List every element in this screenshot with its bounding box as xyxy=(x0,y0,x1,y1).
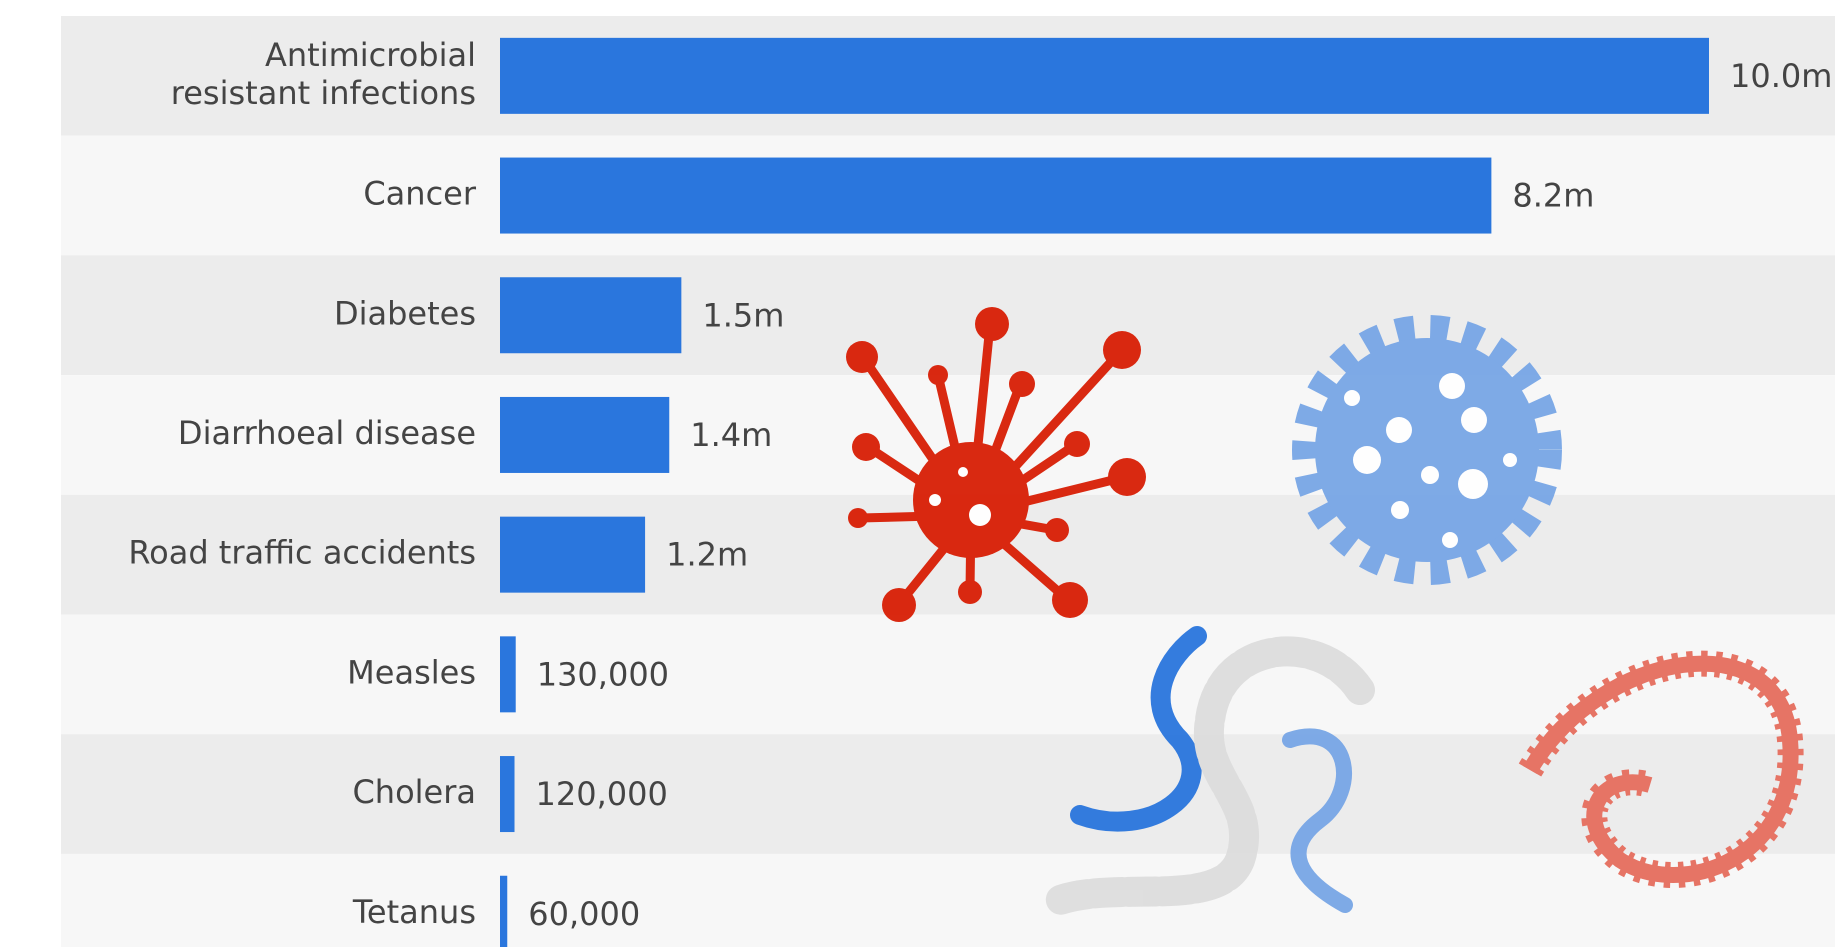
category-label: Diarrhoeal disease xyxy=(178,414,476,452)
value-label: 120,000 xyxy=(536,775,668,813)
value-label: 8.2m xyxy=(1512,177,1594,215)
category-label: Cancer xyxy=(363,175,477,213)
category-label: Cholera xyxy=(352,773,476,811)
value-label: 1.2m xyxy=(666,536,748,574)
bars xyxy=(500,37,1709,947)
bar xyxy=(500,636,516,713)
bar xyxy=(500,756,515,833)
bar xyxy=(500,516,646,593)
bar xyxy=(500,157,1492,234)
row-background xyxy=(61,853,1835,947)
decoration xyxy=(846,307,1804,915)
value-label: 130,000 xyxy=(537,655,669,693)
row-background xyxy=(61,255,1835,376)
value-label: 1.5m xyxy=(702,296,784,334)
value-label: 10.0m xyxy=(1730,57,1832,95)
bar xyxy=(500,396,670,473)
row-background xyxy=(61,734,1835,854)
bar xyxy=(500,875,508,947)
category-label: Road traffic accidents xyxy=(128,534,476,572)
category-label: Measles xyxy=(347,653,476,691)
value-label: 1.4m xyxy=(690,416,772,454)
bar xyxy=(500,37,1709,114)
value-label: 60,000 xyxy=(528,895,640,933)
row-backgrounds xyxy=(61,16,1835,947)
labels: Antimicrobial resistant infections 10.0m Ca… xyxy=(128,36,1832,933)
row-background xyxy=(61,614,1835,735)
category-label: Diabetes xyxy=(334,294,476,332)
category-label: Antimicrobial resistant infections xyxy=(171,36,476,112)
bar xyxy=(500,277,682,354)
category-label: Tetanus xyxy=(352,893,476,931)
